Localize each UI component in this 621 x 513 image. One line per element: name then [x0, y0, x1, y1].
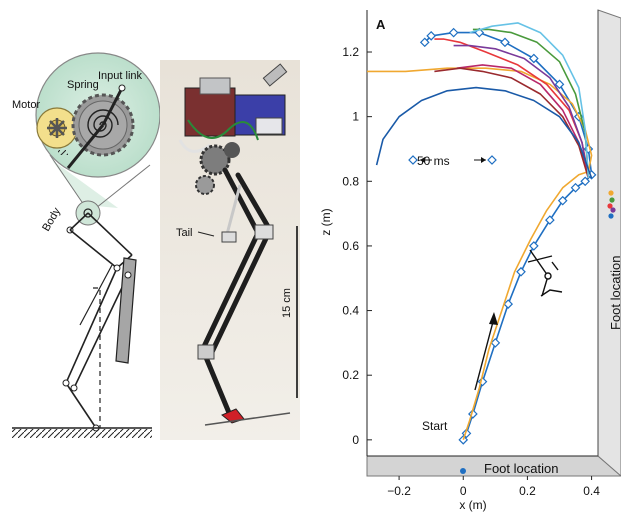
trajectory-marker	[477, 376, 488, 387]
y-tick-label: 0.6	[342, 239, 359, 253]
wall-foot-label: Foot location	[608, 256, 621, 330]
trajectory-marker	[500, 37, 510, 48]
trajectory-marker	[448, 27, 459, 38]
panel-label: A	[376, 17, 386, 32]
trajectory-marker	[503, 299, 514, 309]
y-tick-label: 0.2	[342, 368, 359, 382]
trajectory-marker	[545, 215, 555, 225]
y-tick-label: 1.2	[342, 45, 359, 59]
robot-photo: Tail 15 cm	[160, 60, 300, 440]
x-tick-label: 0.2	[519, 484, 536, 498]
trajectory-series-7	[472, 28, 590, 179]
trajectory-series-1	[424, 31, 593, 441]
spring-icon	[87, 109, 119, 138]
wall-plane	[597, 9, 621, 477]
input-link-label: Input link	[98, 70, 143, 82]
wall-foot-dots	[607, 190, 616, 219]
x-axis-label: x (m)	[459, 498, 486, 512]
trajectory-marker	[419, 37, 430, 48]
y-axis: 0 0.2 0.4 0.6 0.8 1 1.2	[342, 45, 372, 447]
trajectory-marker	[528, 241, 539, 251]
trajectory-marker	[570, 182, 581, 193]
y-axis-label: z (m)	[319, 208, 333, 235]
trajectory-marker	[468, 409, 478, 419]
trajectory-marker	[426, 31, 437, 41]
x-tick-label: 0.4	[583, 484, 600, 498]
x-axis: −0.2 0 0.2 0.4	[387, 476, 600, 498]
ground-hatch	[12, 429, 152, 438]
timing-label: 50 ms	[417, 154, 450, 168]
trajectory-series-8	[469, 22, 590, 179]
trajectory-series-4	[453, 44, 590, 179]
scale-bar-label: 15 cm	[281, 288, 293, 318]
y-tick-label: 0.4	[342, 304, 359, 318]
trajectory-chart: 0 0.2 0.4 0.6 0.8 1 1.2 −0.2 0 0.2 0.4 50 ms	[319, 9, 621, 512]
y-tick-label: 0.8	[342, 174, 359, 188]
trajectory-marker	[516, 266, 526, 277]
robot-pose-glyph	[527, 249, 563, 297]
tail-label: Tail	[176, 227, 193, 239]
leg-schematic: Spring Input link Motor Body	[12, 52, 161, 438]
floor-foot-dot	[460, 468, 466, 474]
trajectory-marker	[580, 176, 591, 187]
y-tick-label: 1	[352, 110, 359, 124]
x-tick-label: −0.2	[387, 484, 411, 498]
trajectory-marker	[557, 195, 568, 206]
trajectory-series-9	[375, 86, 593, 179]
x-tick-label: 0	[460, 484, 467, 498]
trajectory-marker	[554, 79, 565, 90]
motor-label: Motor	[12, 99, 40, 111]
trajectory-series-6	[434, 67, 590, 179]
trajectory-marker	[490, 338, 501, 348]
spring-label: Spring	[67, 79, 99, 91]
series-layer	[367, 22, 597, 445]
trajectory-marker	[528, 53, 539, 64]
body-label: Body	[40, 205, 63, 233]
y-tick-label: 0	[352, 433, 359, 447]
trajectory-marker	[458, 434, 469, 445]
start-label: Start	[422, 419, 448, 433]
trajectory-series-2	[367, 67, 593, 441]
trajectory-marker	[461, 428, 472, 439]
floor-foot-label: Foot location	[484, 461, 558, 476]
